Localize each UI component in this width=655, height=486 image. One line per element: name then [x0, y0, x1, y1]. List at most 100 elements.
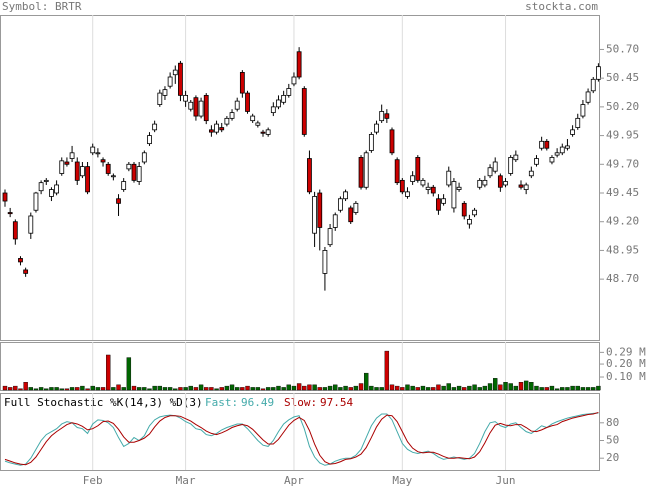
- candle-body: [116, 198, 121, 204]
- candle-body: [343, 191, 348, 200]
- candle-body: [379, 111, 385, 122]
- candle-body: [69, 152, 75, 159]
- volume-bar: [307, 384, 312, 391]
- x-tick-label: Jun: [496, 474, 516, 486]
- volume-bar: [28, 387, 33, 391]
- volume-bar: [503, 382, 508, 391]
- candle-body: [183, 94, 189, 102]
- volume-bar: [44, 388, 49, 391]
- candle-body: [178, 62, 183, 96]
- volume-bar: [291, 385, 297, 391]
- volume-bar: [441, 385, 446, 391]
- candle-body: [559, 146, 565, 154]
- candle-body: [43, 179, 49, 182]
- volume-bar: [312, 384, 317, 391]
- candle-body: [126, 163, 132, 170]
- candle-body: [544, 140, 550, 149]
- candle-body: [260, 131, 266, 134]
- volume-bar: [142, 387, 147, 391]
- volume-bar: [369, 385, 374, 391]
- candle-body: [7, 212, 13, 215]
- volume-bar: [591, 387, 596, 391]
- volume-bar: [534, 385, 539, 391]
- volume-bar: [276, 385, 281, 391]
- candle-body: [508, 157, 514, 174]
- candle-body: [363, 152, 369, 188]
- candle-body: [348, 207, 354, 223]
- volume-bar: [255, 387, 261, 391]
- volume-bar: [224, 385, 230, 391]
- volume-bar: [250, 387, 255, 391]
- candle-body: [12, 221, 18, 240]
- volume-bar: [518, 382, 524, 391]
- candle-body: [472, 209, 477, 216]
- candle-body: [389, 129, 395, 154]
- candle-body: [513, 154, 519, 161]
- candle-body: [570, 129, 575, 135]
- volume-bar: [95, 387, 101, 391]
- candle-body: [121, 181, 127, 190]
- candle-body: [466, 219, 472, 225]
- volume-bar: [529, 382, 534, 391]
- candle-body: [74, 161, 80, 181]
- volume-bar: [580, 387, 586, 391]
- volume-bar: [38, 387, 44, 391]
- volume-bar: [498, 384, 503, 391]
- volume-bar: [508, 383, 513, 391]
- candle-body: [270, 106, 276, 114]
- volume-bar: [596, 385, 601, 391]
- volume-bar: [162, 387, 168, 391]
- x-tick-label: Feb: [83, 474, 103, 486]
- candle-body: [214, 123, 219, 133]
- candle-body: [100, 159, 106, 163]
- volume-bar: [415, 387, 420, 391]
- candle-body: [33, 192, 39, 211]
- candle-body: [477, 179, 483, 188]
- x-tick-label: May: [392, 474, 412, 486]
- volume-bar: [539, 387, 544, 391]
- y-tick-label: 0.10 M: [606, 370, 646, 383]
- volume-bar: [214, 388, 219, 391]
- volume-bar: [33, 388, 39, 391]
- volume-bar: [405, 384, 410, 391]
- y-tick-label: 49.70: [606, 157, 639, 170]
- volume-bar: [565, 387, 570, 391]
- volume-bar: [229, 384, 235, 391]
- candle-body: [518, 184, 524, 188]
- volume-bar: [482, 385, 488, 391]
- x-tick-label: Apr: [284, 474, 304, 486]
- candle-body: [23, 269, 29, 274]
- candle-body: [528, 170, 534, 177]
- candle-body: [580, 104, 586, 117]
- candle-body: [425, 186, 431, 190]
- stochastic-line: [4, 411, 599, 466]
- candle-body: [152, 123, 158, 131]
- y-tick-label: 48.95: [606, 243, 639, 256]
- y-tick-label: 50: [606, 434, 619, 447]
- candle-body: [394, 159, 400, 184]
- volume-bar: [111, 387, 116, 391]
- volume-bar: [451, 387, 457, 391]
- volume-bar: [157, 385, 163, 391]
- volume-bar: [198, 384, 204, 391]
- stochastic-title: Full Stochastic %K(14,3) %D(3): [4, 396, 203, 409]
- volume-bar: [436, 384, 441, 391]
- candle-body: [503, 181, 508, 186]
- candle-body: [286, 88, 292, 96]
- candle-body: [198, 100, 204, 117]
- candle-body: [85, 166, 90, 193]
- candle-body: [399, 179, 405, 193]
- candle-body: [167, 76, 173, 87]
- candle-body: [374, 123, 379, 133]
- candle-body: [596, 66, 601, 80]
- candle-body: [38, 182, 44, 192]
- volume-bar: [204, 387, 209, 391]
- volume-bar: [462, 387, 467, 391]
- volume-bar: [260, 388, 266, 391]
- candle-body: [368, 134, 374, 151]
- stochastic-line: [4, 412, 599, 466]
- y-tick-label: 49.95: [606, 129, 639, 142]
- volume-bar: [234, 387, 240, 391]
- volume-bar: [265, 387, 271, 391]
- volume-bar: [286, 384, 291, 391]
